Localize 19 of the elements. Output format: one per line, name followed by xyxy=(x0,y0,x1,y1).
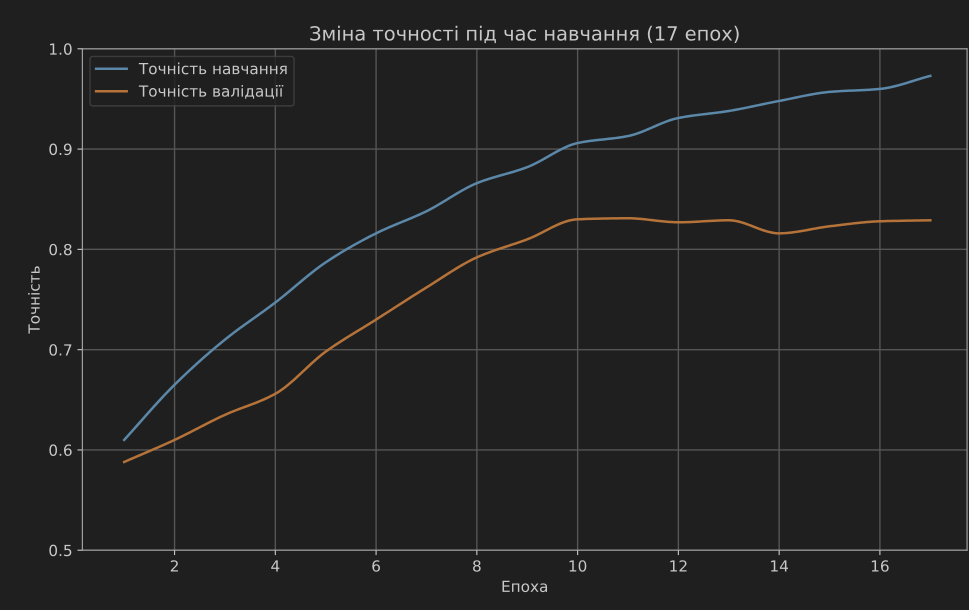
x-tick-label: 10 xyxy=(570,560,586,572)
y-tick-label: 0.6 xyxy=(49,444,72,456)
y-tick-label: 0.5 xyxy=(49,544,72,556)
x-tick-label: 8 xyxy=(473,560,481,572)
x-tick-label: 2 xyxy=(170,560,178,572)
x-tick-label: 12 xyxy=(670,560,687,572)
x-tick-label: 6 xyxy=(372,560,380,572)
y-tick-label: 1.0 xyxy=(50,43,72,55)
y-tick-label: 0.9 xyxy=(49,144,72,156)
y-tick-label: 0.7 xyxy=(49,344,72,356)
x-axis-title: Епоха xyxy=(502,580,548,592)
chart-title: Зміна точності під час навчання (17 епох) xyxy=(310,26,739,44)
legend-label: Точність валідації xyxy=(138,84,284,99)
y-axis-title: Точність xyxy=(28,266,40,334)
legend-label: Точність навчання xyxy=(138,62,287,74)
x-tick-label: 14 xyxy=(771,560,788,572)
x-tick-label: 16 xyxy=(872,560,889,572)
y-tick-label: 0.8 xyxy=(49,244,72,256)
x-tick-label: 4 xyxy=(271,560,280,572)
